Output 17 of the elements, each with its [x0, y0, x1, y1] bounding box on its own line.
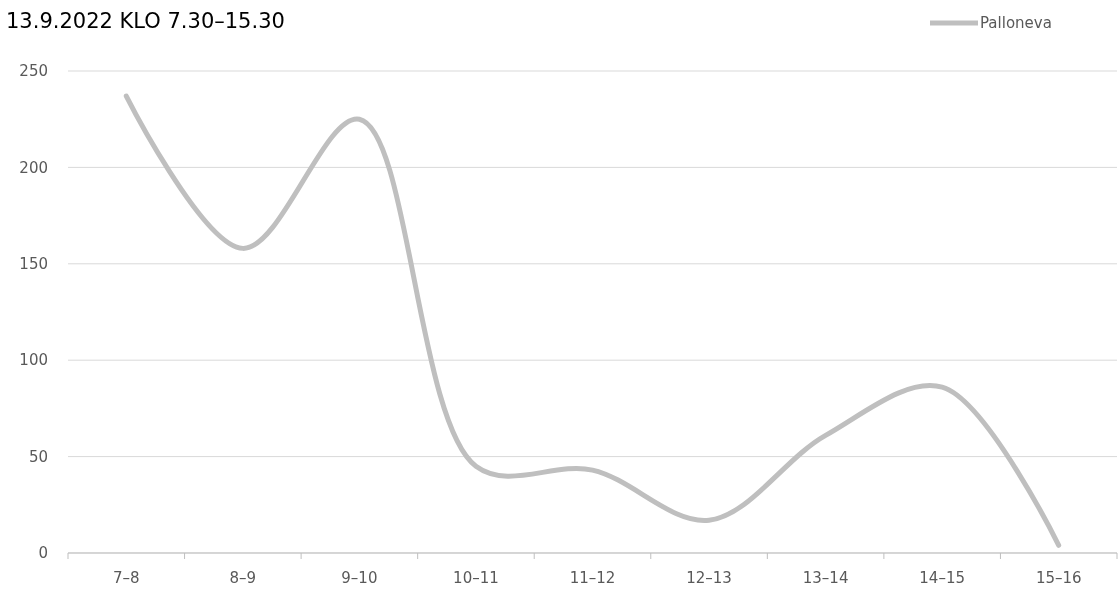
y-tick-label: 200: [19, 158, 48, 177]
x-tick-label: 11–12: [569, 569, 616, 587]
x-tick-label: 13–14: [802, 569, 849, 587]
chart-title: 13.9.2022 KLO 7.30–15.30: [6, 9, 285, 33]
y-tick-label: 0: [38, 544, 48, 563]
x-tick-label: 7–8: [112, 569, 140, 587]
x-tick-label: 8–9: [229, 569, 257, 587]
legend-label: Palloneva: [980, 14, 1052, 33]
y-tick-label: 50: [28, 447, 48, 466]
x-tick-label: 9–10: [341, 569, 378, 587]
x-tick-label: 14–15: [919, 569, 966, 587]
y-tick-label: 100: [19, 351, 48, 370]
x-tick-label: 12–13: [686, 569, 732, 587]
x-tick-label: 15–16: [1035, 569, 1082, 587]
y-tick-label: 150: [19, 255, 48, 274]
x-tick-label: 10–11: [453, 569, 499, 587]
y-tick-label: 250: [19, 62, 48, 81]
